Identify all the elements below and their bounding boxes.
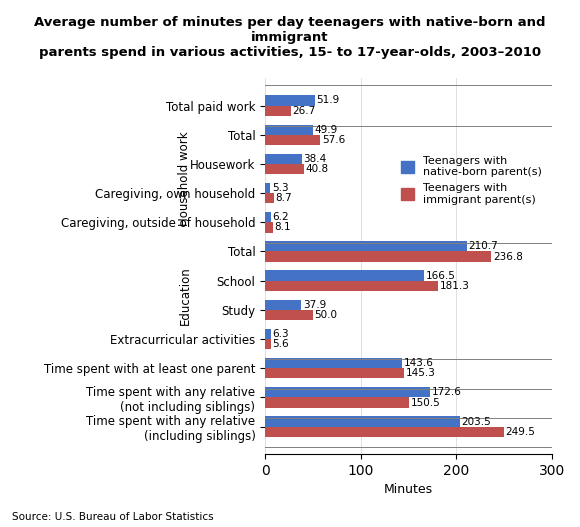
Bar bbox=[265, 193, 274, 203]
Text: 166.5: 166.5 bbox=[426, 270, 456, 280]
Bar bbox=[265, 329, 271, 339]
Text: 203.5: 203.5 bbox=[461, 416, 491, 426]
Text: 236.8: 236.8 bbox=[493, 251, 523, 261]
Text: 181.3: 181.3 bbox=[440, 281, 470, 291]
Bar bbox=[265, 281, 438, 291]
Text: 8.7: 8.7 bbox=[275, 193, 292, 203]
Text: 6.2: 6.2 bbox=[273, 212, 289, 222]
Bar bbox=[265, 241, 466, 251]
Bar bbox=[265, 427, 503, 437]
Text: 5.6: 5.6 bbox=[272, 339, 289, 349]
Text: Average number of minutes per day teenagers with native-born and immigrant
paren: Average number of minutes per day teenag… bbox=[34, 16, 546, 59]
Bar bbox=[265, 124, 313, 135]
Text: 26.7: 26.7 bbox=[292, 105, 316, 115]
Bar bbox=[265, 183, 270, 193]
Text: 8.1: 8.1 bbox=[274, 222, 291, 232]
Bar bbox=[265, 222, 273, 232]
Bar bbox=[265, 105, 291, 116]
Bar bbox=[265, 358, 403, 368]
Text: 150.5: 150.5 bbox=[411, 397, 440, 407]
Bar bbox=[265, 95, 315, 105]
Text: 51.9: 51.9 bbox=[316, 95, 339, 105]
Bar bbox=[265, 251, 491, 262]
Text: 143.6: 143.6 bbox=[404, 358, 434, 368]
X-axis label: Minutes: Minutes bbox=[384, 483, 433, 496]
Text: 50.0: 50.0 bbox=[314, 310, 338, 320]
Bar bbox=[265, 270, 425, 281]
Bar bbox=[265, 164, 304, 174]
Text: Household work: Household work bbox=[179, 131, 191, 226]
Bar bbox=[265, 416, 460, 427]
Text: 57.6: 57.6 bbox=[322, 135, 345, 145]
Text: 6.3: 6.3 bbox=[273, 329, 289, 339]
Text: 145.3: 145.3 bbox=[405, 368, 436, 378]
Text: 5.3: 5.3 bbox=[271, 183, 288, 193]
Text: Education: Education bbox=[179, 266, 191, 325]
Bar bbox=[265, 368, 404, 378]
Bar bbox=[265, 300, 302, 310]
Text: 37.9: 37.9 bbox=[303, 300, 326, 310]
Bar bbox=[265, 310, 313, 320]
Bar bbox=[265, 387, 430, 397]
Bar bbox=[265, 154, 302, 164]
Text: 49.9: 49.9 bbox=[314, 124, 338, 134]
Text: 249.5: 249.5 bbox=[505, 427, 535, 437]
Text: 210.7: 210.7 bbox=[468, 241, 498, 251]
Bar bbox=[265, 135, 320, 145]
Bar bbox=[265, 397, 409, 408]
Bar bbox=[265, 339, 271, 349]
Bar bbox=[265, 212, 271, 222]
Legend: Teenagers with
native-born parent(s), Teenagers with
immigrant parent(s): Teenagers with native-born parent(s), Te… bbox=[396, 151, 546, 209]
Text: Source: U.S. Bureau of Labor Statistics: Source: U.S. Bureau of Labor Statistics bbox=[12, 512, 213, 522]
Text: 40.8: 40.8 bbox=[306, 164, 329, 174]
Text: 172.6: 172.6 bbox=[432, 387, 462, 397]
Text: 38.4: 38.4 bbox=[303, 154, 327, 164]
